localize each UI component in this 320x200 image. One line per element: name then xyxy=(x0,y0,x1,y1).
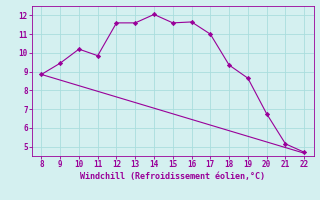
X-axis label: Windchill (Refroidissement éolien,°C): Windchill (Refroidissement éolien,°C) xyxy=(80,172,265,181)
